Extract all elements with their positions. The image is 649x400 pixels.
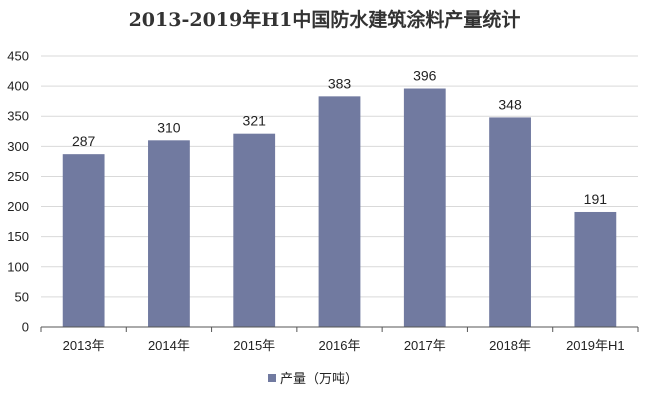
y-axis-ticks: 0 50 100 150 200 250 300 350 400 450	[7, 49, 29, 335]
y-tick-label: 300	[7, 139, 29, 154]
data-label: 321	[243, 113, 267, 129]
y-tick-label: 350	[7, 109, 29, 124]
bars	[62, 88, 617, 328]
x-tick-label: 2018年	[489, 338, 531, 353]
bar	[403, 88, 446, 328]
data-label: 191	[584, 191, 608, 207]
y-tick-label: 200	[7, 199, 29, 214]
y-tick-label: 150	[7, 229, 29, 244]
y-tick-label: 50	[15, 289, 29, 304]
x-tick-label: 2016年	[319, 338, 361, 353]
legend-label: 产量（万吨）	[280, 372, 358, 387]
data-label: 348	[498, 96, 522, 112]
legend: 产量（万吨）	[268, 372, 358, 387]
x-tick-label: 2015年	[233, 338, 275, 353]
bar	[489, 117, 531, 327]
legend-swatch	[268, 374, 276, 382]
data-labels: 287 310 321 383 396 348 191	[72, 68, 607, 207]
y-tick-label: 450	[7, 49, 29, 64]
bar	[233, 133, 276, 327]
y-tick-label: 250	[7, 169, 29, 184]
data-label: 310	[157, 119, 181, 135]
x-tick-label: 2019年H1	[566, 338, 625, 353]
data-label: 287	[72, 133, 96, 149]
bar	[148, 140, 190, 327]
data-label: 396	[413, 68, 437, 84]
y-tick-label: 100	[7, 259, 29, 274]
bar	[62, 154, 105, 327]
x-tick-label: 2014年	[148, 338, 190, 353]
y-tick-label: 400	[7, 79, 29, 94]
x-tick-label: 2013年	[63, 338, 105, 353]
bar	[318, 96, 361, 327]
bar	[574, 211, 617, 327]
x-axis-ticks: 2013年 2014年 2015年 2016年 2017年 2018年 2019年H1	[40, 327, 639, 353]
y-tick-label: 0	[22, 320, 29, 335]
x-tick-label: 2017年	[404, 338, 446, 353]
chart-title: 2013-2019年H1中国防水建筑涂料产量统计	[129, 8, 521, 31]
data-label: 383	[328, 75, 352, 91]
